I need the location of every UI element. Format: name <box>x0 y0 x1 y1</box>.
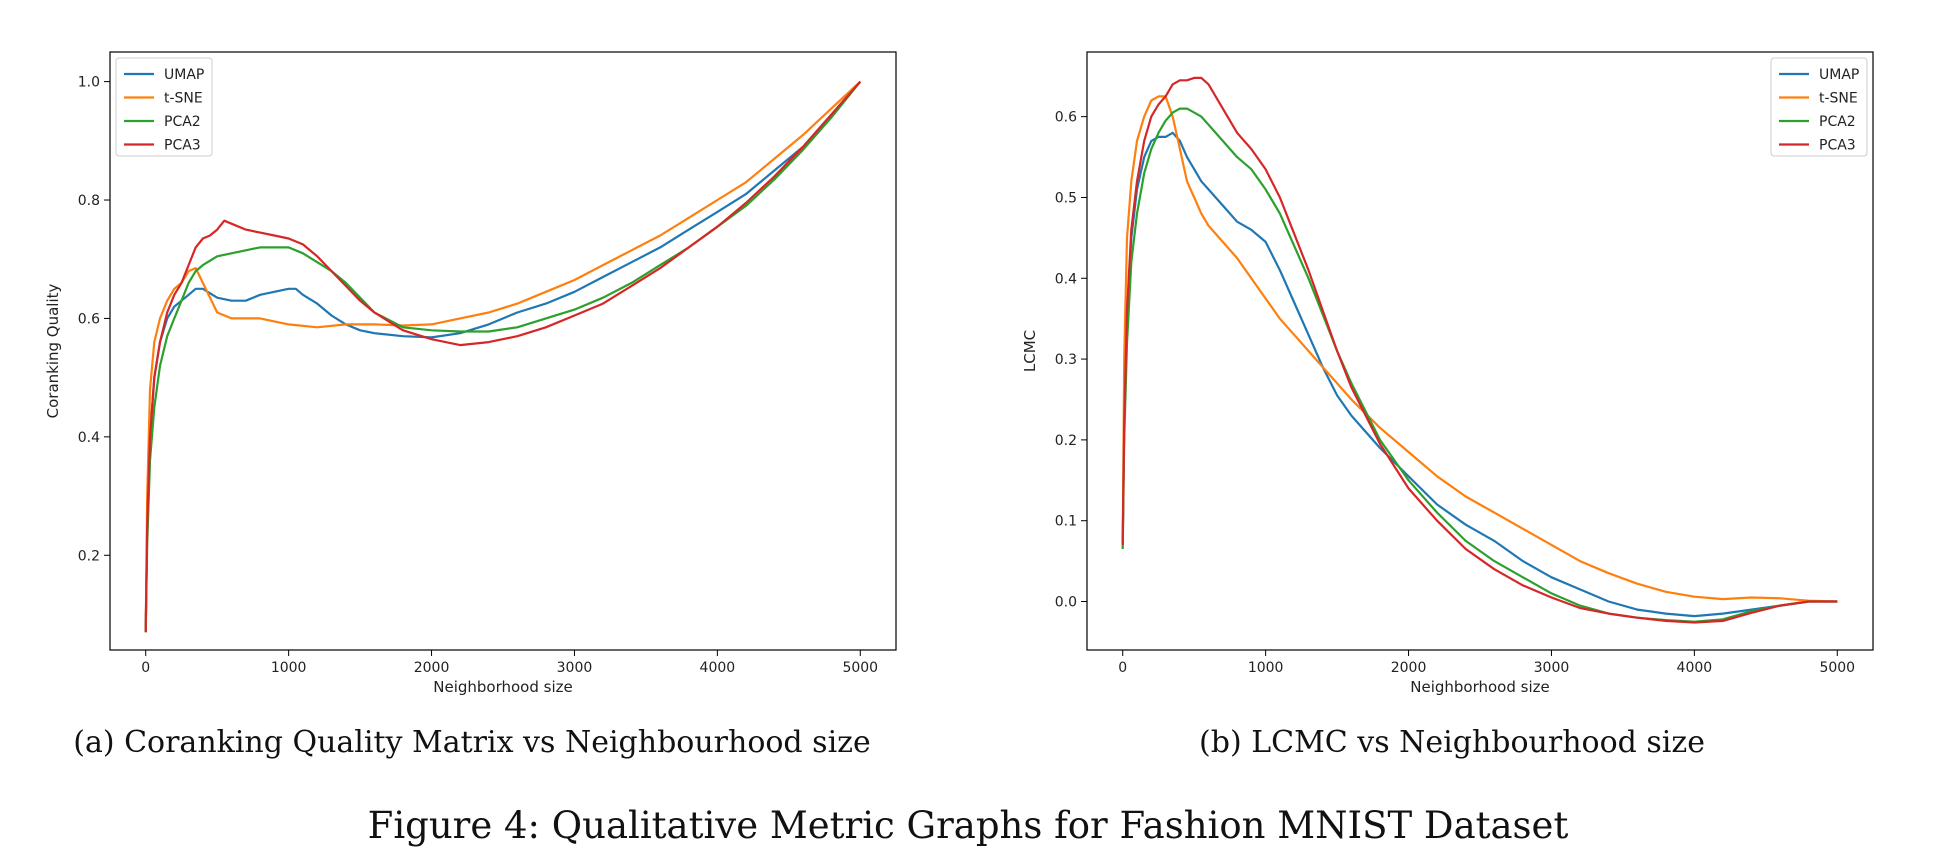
coranking-quality-chart: 0 1000 2000 3000 4000 5000 0.2 0.4 0.6 0.8 1.0 Neig… <box>44 51 897 696</box>
chart0-x-axis-label: Neighborhood size <box>433 678 572 696</box>
chart0-series-line-pca3 <box>144 80 862 633</box>
chart1-legend: UMAP t-SNE PCA2 PCA3 <box>1770 57 1868 157</box>
chart1-legend-box <box>1770 57 1868 157</box>
chart1-y-tick-label: 0.5 <box>1055 190 1077 206</box>
chart1-x-tick-label: 3000 <box>1534 660 1570 676</box>
chart1-x-axis-label: Neighborhood size <box>1410 678 1549 696</box>
chart0-plot-frame <box>109 51 897 651</box>
chart0-x-tick-label: 0 <box>141 660 150 676</box>
chart1-plot-frame <box>1086 51 1874 651</box>
chart1-y-tick-label: 0.3 <box>1055 352 1077 368</box>
chart0-y-axis-label: Coranking Quality <box>44 283 62 418</box>
chart0-legend-box <box>115 57 213 157</box>
chart1-series-line-umap <box>1121 131 1838 618</box>
lcmc-chart: 0 1000 2000 3000 4000 5000 0.0 0.1 0.2 0.3 0.4 0.5 0… <box>1021 51 1874 696</box>
subcaption-a: (a) Coranking Quality Matrix vs Neighbou… <box>73 725 870 760</box>
chart1-y-axis-label: LCMC <box>1021 330 1039 372</box>
chart0-y-tick-label: 0.2 <box>78 548 100 564</box>
chart0-y-tick-label: 0.8 <box>78 193 100 209</box>
chart0-y-tick-label: 0.6 <box>78 311 100 327</box>
chart0-legend-label-umap: UMAP <box>164 67 204 83</box>
chart0-legend: UMAP t-SNE PCA2 PCA3 <box>115 57 213 157</box>
chart0-x-tick-label: 2000 <box>414 660 450 676</box>
subcaption-b: (b) LCMC vs Neighbourhood size <box>1199 725 1705 760</box>
chart0-x-tick-label: 3000 <box>557 660 593 676</box>
chart0-y-tick-label: 0.4 <box>78 430 100 446</box>
chart1-x-tick-label: 2000 <box>1391 660 1427 676</box>
chart0-x-tick-label: 5000 <box>842 660 878 676</box>
chart0-legend-label-pca3: PCA3 <box>164 138 201 154</box>
chart1-legend-label-pca3: PCA3 <box>1819 138 1856 154</box>
chart0-legend-label-pca2: PCA2 <box>164 114 201 130</box>
chart1-y-tick-label: 0.6 <box>1055 110 1077 126</box>
chart0-series-line-pca2 <box>144 80 862 633</box>
chart0-y-tick-label: 1.0 <box>78 75 100 91</box>
chart1-y-tick-label: 0.4 <box>1055 271 1077 287</box>
chart1-legend-label-t-sne: t-SNE <box>1819 91 1858 107</box>
chart1-legend-label-umap: UMAP <box>1819 67 1859 83</box>
chart1-x-tick-label: 0 <box>1118 660 1127 676</box>
chart0-x-tick-label: 1000 <box>271 660 307 676</box>
chart1-legend-label-pca2: PCA2 <box>1819 114 1856 130</box>
chart0-x-tick-label: 4000 <box>700 660 736 676</box>
chart1-series-line-pca2 <box>1121 107 1838 623</box>
chart0-series-line-t-sne <box>144 80 862 633</box>
chart1-x-tick-label: 4000 <box>1677 660 1713 676</box>
chart0-series-line-umap <box>144 80 862 633</box>
chart0-legend-label-t-sne: t-SNE <box>164 91 203 107</box>
chart1-x-tick-label: 5000 <box>1819 660 1855 676</box>
chart1-y-tick-label: 0.2 <box>1055 433 1077 449</box>
chart1-series-line-pca3 <box>1121 76 1838 624</box>
figure-caption: Figure 4: Qualitative Metric Graphs for … <box>368 804 1569 847</box>
chart1-x-tick-label: 1000 <box>1248 660 1284 676</box>
chart1-series-line-t-sne <box>1121 95 1838 603</box>
chart1-y-tick-label: 0.0 <box>1055 595 1077 611</box>
chart1-y-tick-label: 0.1 <box>1055 514 1077 530</box>
